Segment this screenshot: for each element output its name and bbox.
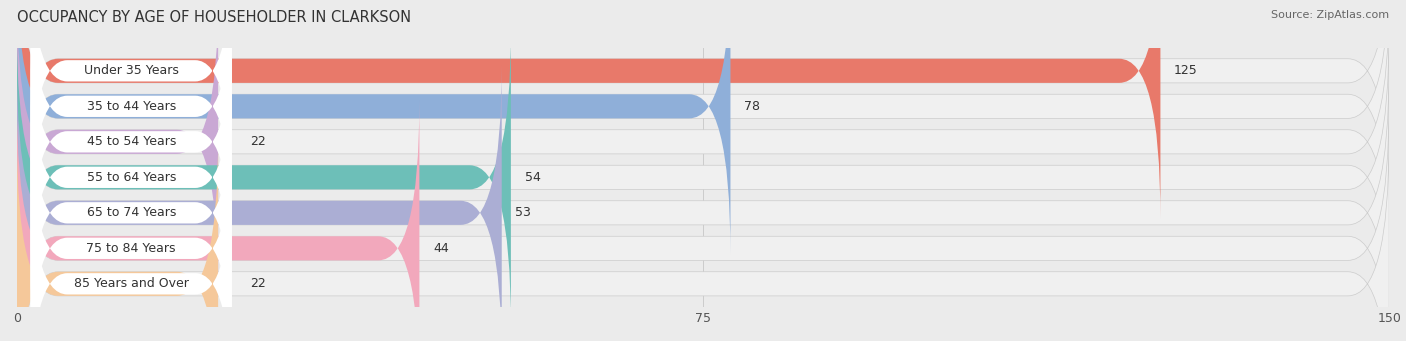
Text: 65 to 74 Years: 65 to 74 Years bbox=[87, 206, 176, 219]
Text: 45 to 54 Years: 45 to 54 Years bbox=[87, 135, 176, 148]
Text: 75 to 84 Years: 75 to 84 Years bbox=[87, 242, 176, 255]
Text: 125: 125 bbox=[1174, 64, 1198, 77]
Text: 78: 78 bbox=[744, 100, 761, 113]
FancyBboxPatch shape bbox=[17, 30, 510, 325]
FancyBboxPatch shape bbox=[31, 152, 232, 341]
FancyBboxPatch shape bbox=[17, 0, 1389, 254]
Text: 35 to 44 Years: 35 to 44 Years bbox=[87, 100, 176, 113]
FancyBboxPatch shape bbox=[31, 0, 232, 238]
FancyBboxPatch shape bbox=[31, 46, 232, 309]
FancyBboxPatch shape bbox=[17, 0, 1389, 290]
FancyBboxPatch shape bbox=[17, 30, 1389, 325]
FancyBboxPatch shape bbox=[31, 0, 232, 202]
FancyBboxPatch shape bbox=[31, 81, 232, 341]
FancyBboxPatch shape bbox=[17, 136, 218, 341]
Text: 85 Years and Over: 85 Years and Over bbox=[73, 277, 188, 290]
FancyBboxPatch shape bbox=[17, 101, 419, 341]
FancyBboxPatch shape bbox=[17, 0, 1160, 219]
Text: Source: ZipAtlas.com: Source: ZipAtlas.com bbox=[1271, 10, 1389, 20]
FancyBboxPatch shape bbox=[17, 136, 1389, 341]
Text: 54: 54 bbox=[524, 171, 540, 184]
Text: Under 35 Years: Under 35 Years bbox=[84, 64, 179, 77]
Text: 22: 22 bbox=[250, 135, 266, 148]
FancyBboxPatch shape bbox=[17, 0, 731, 254]
Text: OCCUPANCY BY AGE OF HOUSEHOLDER IN CLARKSON: OCCUPANCY BY AGE OF HOUSEHOLDER IN CLARK… bbox=[17, 10, 411, 25]
Text: 53: 53 bbox=[516, 206, 531, 219]
FancyBboxPatch shape bbox=[17, 65, 1389, 341]
FancyBboxPatch shape bbox=[17, 65, 502, 341]
FancyBboxPatch shape bbox=[31, 11, 232, 273]
Text: 55 to 64 Years: 55 to 64 Years bbox=[87, 171, 176, 184]
FancyBboxPatch shape bbox=[31, 117, 232, 341]
FancyBboxPatch shape bbox=[17, 0, 218, 290]
FancyBboxPatch shape bbox=[17, 101, 1389, 341]
Text: 44: 44 bbox=[433, 242, 449, 255]
Text: 22: 22 bbox=[250, 277, 266, 290]
FancyBboxPatch shape bbox=[17, 0, 1389, 219]
